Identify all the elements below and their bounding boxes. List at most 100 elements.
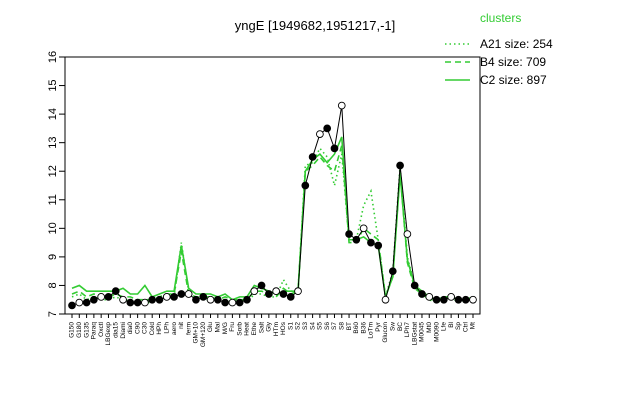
x-tick-label: BT	[346, 322, 353, 330]
data-point	[155, 295, 164, 304]
data-point	[345, 230, 353, 238]
data-point	[425, 293, 434, 301]
x-tick-label: M0090	[433, 322, 440, 342]
data-point	[374, 241, 383, 250]
data-point	[418, 290, 426, 298]
x-tick-label: dia15	[112, 322, 119, 338]
x-tick-label: Fru	[229, 322, 236, 332]
y-tick-label: 10	[47, 222, 59, 234]
x-tick-label: Salt	[258, 322, 265, 333]
x-tick-label: G150	[69, 322, 76, 338]
data-point	[228, 298, 237, 307]
x-tick-label: S3	[302, 322, 309, 330]
x-tick-label: Mt0	[426, 322, 433, 333]
data-point	[257, 281, 266, 290]
data-point	[439, 295, 448, 304]
y-tick-label: 9	[47, 254, 59, 260]
x-tick-label: Cold	[149, 322, 156, 336]
x-tick-label: Ctrl	[462, 321, 469, 332]
data-point	[250, 287, 259, 296]
data-point	[301, 181, 310, 190]
x-tick-label: Gly	[266, 321, 273, 332]
x-tick-label: Mt	[470, 322, 477, 329]
series-layer	[71, 105, 474, 306]
data-point	[381, 295, 390, 304]
x-tick-label: GM+120	[200, 322, 207, 347]
data-point	[97, 293, 106, 301]
x-tick-label: M/G	[222, 322, 229, 334]
y-tick-label: 7	[47, 311, 59, 317]
x-tick-label: Pyr	[375, 321, 382, 332]
data-point	[337, 101, 346, 110]
data-point	[469, 295, 477, 304]
data-point	[388, 267, 397, 276]
legend-label: B4 size: 709	[480, 55, 546, 69]
x-tick-label: GM+10	[193, 322, 200, 344]
x-tick-label: S1	[287, 322, 294, 330]
data-point	[235, 298, 244, 307]
x-tick-label: S7	[331, 322, 338, 330]
gene-line	[71, 105, 473, 306]
x-tick-label: B36	[360, 322, 367, 334]
data-point	[396, 161, 404, 170]
y-tick-label: 12	[47, 165, 59, 177]
x-tick-label: Bl	[448, 321, 455, 327]
x-tick-label: S2	[295, 322, 302, 330]
data-point	[148, 295, 157, 304]
legend-label: A21 size: 254	[480, 37, 553, 51]
data-point	[447, 293, 455, 301]
data-point	[367, 238, 375, 247]
data-point	[162, 293, 171, 301]
data-point	[330, 144, 339, 153]
x-tick-label: dia0	[127, 322, 134, 335]
data-point	[111, 287, 120, 296]
data-point	[352, 235, 361, 244]
x-tick-label: S6	[324, 322, 331, 330]
x-tick-label: aero	[171, 322, 178, 335]
data-point	[90, 295, 98, 304]
data-point	[359, 224, 368, 233]
data-point	[119, 295, 127, 304]
data-point	[243, 295, 251, 304]
x-tick-label: LPh7	[404, 322, 411, 338]
x-tick-label: LoTm	[368, 322, 375, 339]
data-point	[170, 293, 178, 301]
x-tick-label: S5	[317, 322, 324, 330]
y-tick-label: 15	[47, 79, 59, 91]
x-tick-label: Ethe	[251, 322, 258, 336]
data-point	[410, 281, 419, 290]
x-tick-label: Sw	[390, 322, 397, 331]
x-tick-label: S8	[338, 322, 345, 330]
x-tick-label: Sorb	[236, 322, 243, 336]
y-tick-label: 11	[47, 194, 59, 205]
x-tick-label: BC	[397, 322, 404, 331]
x-tick-label: C90	[134, 322, 141, 334]
x-tick-label: Glucon	[382, 322, 389, 343]
data-point	[316, 130, 324, 138]
y-tick-label: 8	[47, 282, 59, 288]
data-point	[68, 301, 76, 310]
data-point	[432, 295, 441, 304]
data-point	[308, 153, 317, 161]
legend-title: clusters	[480, 11, 521, 25]
data-point	[213, 295, 222, 304]
x-tick-label: Lfe	[441, 322, 448, 331]
x-tick-label: S4	[309, 322, 316, 330]
x-tick-label: LBGexp	[105, 322, 112, 346]
x-axis: G150 G180 G135 Paraq Oxctl LBGexp dia15 Diami di…	[69, 314, 477, 347]
data-point	[294, 287, 302, 296]
x-tick-label: M0045	[419, 322, 426, 342]
x-tick-label: Sp	[455, 322, 462, 330]
x-tick-label: HTm	[273, 322, 280, 336]
data-point	[184, 290, 193, 298]
data-point	[75, 298, 84, 307]
data-point	[279, 290, 288, 298]
y-axis: 7 8 9 10 11 12 13 14 15 16	[47, 51, 65, 317]
data-point	[206, 295, 215, 304]
data-point	[126, 298, 135, 307]
y-tick-label: 14	[47, 108, 59, 120]
y-tick-label: 16	[47, 51, 59, 63]
data-point	[177, 290, 186, 298]
data-point	[192, 295, 200, 304]
